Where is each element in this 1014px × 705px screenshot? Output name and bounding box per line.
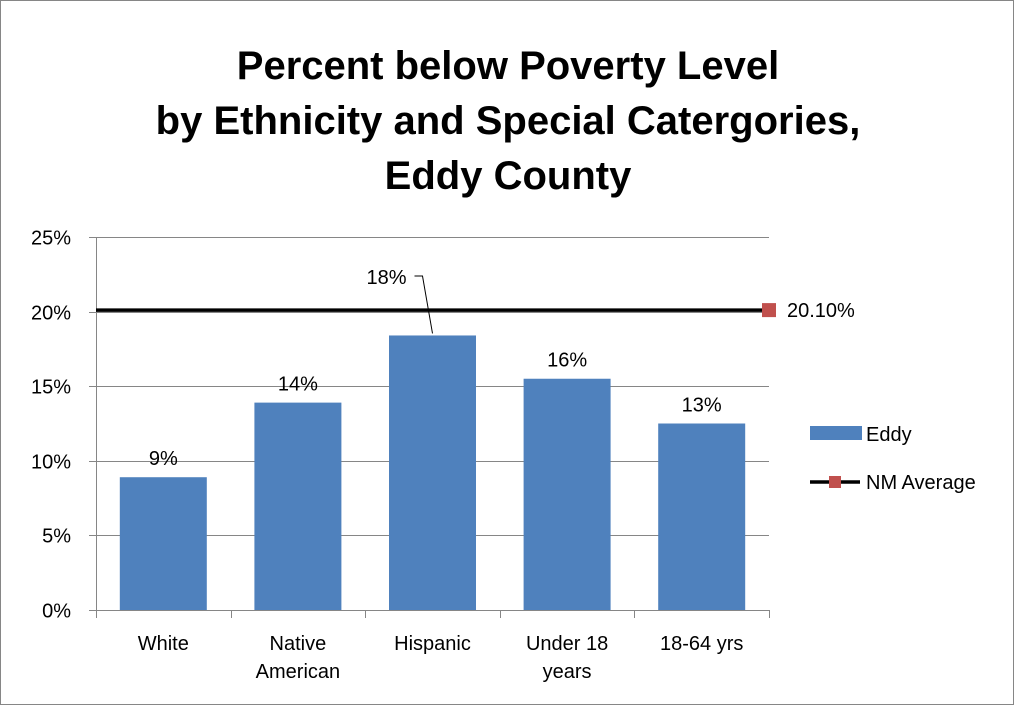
chart-title: Percent below Poverty Level by Ethnicity…	[1, 39, 1014, 204]
bar	[389, 335, 476, 610]
legend-label-nm-average: NM Average	[866, 472, 976, 494]
gridlines	[96, 237, 769, 536]
y-tick-label: 0%	[42, 601, 71, 623]
data-label: 16%	[547, 350, 587, 372]
x-tick-label: Native American	[256, 633, 340, 683]
chart-title-line-3: Eddy County	[384, 154, 632, 198]
y-tick-label: 25%	[31, 228, 71, 250]
nm-average-marker	[762, 303, 776, 318]
bar	[254, 402, 342, 610]
bars	[119, 335, 746, 610]
data-label: 14%	[278, 374, 318, 396]
chart-title-line-2: by Ethnicity and Special Catergories,	[155, 99, 861, 143]
bar	[523, 378, 611, 610]
legend-label-eddy: Eddy	[866, 424, 912, 446]
legend: Eddy NM Average	[810, 424, 976, 494]
y-tick-label: 15%	[31, 377, 71, 399]
y-tick-label: 20%	[31, 303, 71, 325]
data-label: 18%	[366, 267, 406, 289]
chart-title-line-1: Percent below Poverty Level	[236, 44, 780, 88]
bar	[658, 423, 746, 610]
x-tick-label: 18-64 yrs	[660, 633, 743, 655]
x-tick-label: Hispanic	[394, 633, 471, 655]
x-tick-label: Under 18 years	[526, 633, 608, 683]
bar	[119, 477, 207, 610]
axes: 0% 5% 10% 15% 20% 25% White Native American Hispa…	[31, 228, 770, 683]
data-label: 13%	[682, 395, 722, 417]
legend-marker-nm-average	[829, 476, 841, 488]
y-tick-label: 5%	[42, 526, 71, 548]
x-tick-label: White	[138, 633, 189, 655]
data-labels: 20.10% 9% 14% 18% 16% 13%	[149, 267, 855, 470]
data-label: 9%	[149, 448, 178, 470]
y-tick-label: 10%	[31, 452, 71, 474]
nm-average-label: 20.10%	[787, 300, 855, 322]
legend-swatch-eddy	[810, 426, 862, 440]
reference-line	[96, 303, 776, 318]
data-label-leader-line	[414, 275, 433, 334]
